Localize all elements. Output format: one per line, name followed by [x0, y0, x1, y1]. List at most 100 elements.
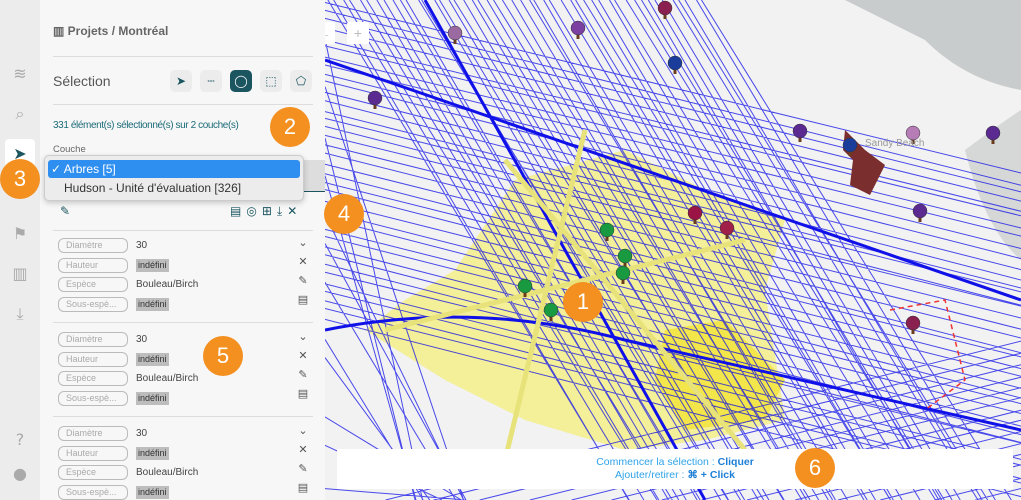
search-icon[interactable]: ⌕ — [15, 104, 25, 123]
tree-icon[interactable] — [905, 125, 921, 144]
breadcrumb[interactable]: ▥ Projets / Montréal — [53, 24, 168, 38]
step-marker-3: 3 — [0, 159, 40, 199]
record-card: Diamètre 30 Hauteur indéfini Espèce Bouleau/B… — [53, 236, 313, 316]
polygon-tool-button[interactable]: ⬠ — [290, 70, 312, 92]
tree-icon[interactable] — [842, 137, 858, 156]
hint-line2: Ajouter/retirer : — [615, 469, 688, 481]
tree-icon[interactable] — [792, 123, 808, 142]
layer-select[interactable] — [300, 160, 325, 192]
close-icon[interactable]: ✕ — [287, 204, 303, 218]
icon-rail: ≋ ⌕ ➤ ⚑ ▥ ⤓? ● — [0, 0, 40, 500]
tree-icon[interactable] — [617, 248, 633, 267]
field-value: Bouleau/Birch — [136, 279, 199, 290]
field-label: Espèce — [58, 277, 128, 292]
divider — [53, 416, 313, 417]
field-label: Hauteur — [58, 351, 128, 367]
field-label: Diamètre — [58, 238, 128, 253]
layer-actions: ▤◎⊞⤓✕ — [230, 204, 302, 219]
close-icon[interactable]: ✕ — [298, 443, 308, 456]
tree-icon[interactable] — [667, 55, 683, 74]
field-label: Diamètre — [58, 332, 128, 347]
record-card: Diamètre 30 Hauteur indéfini Espèce Bouleau/B… — [53, 424, 313, 500]
tree-icon[interactable] — [719, 220, 735, 239]
selection-count: 331 élément(s) sélectionné(s) sur 2 couc… — [53, 120, 239, 131]
field-value: 30 — [136, 240, 148, 251]
step-marker-5: 5 — [203, 336, 243, 376]
edit-icon[interactable]: ✎ — [298, 462, 308, 475]
chevron-down-icon[interactable]: ⌄ — [298, 424, 308, 437]
layer-option-arbres[interactable]: ✓ Arbres [5] — [48, 160, 300, 178]
tree-icon[interactable] — [657, 0, 673, 19]
hint-action2: ⌘ + Click — [687, 469, 735, 481]
hint-line1: Commencer la sélection : — [596, 456, 718, 468]
selection-hint: Commencer la sélection : Cliquer Ajouter… — [337, 449, 1013, 489]
side-panel: ▥ Projets / Montréal Sélection ➤ ┄ ◯ ⬚ ⬠… — [40, 0, 325, 500]
layers-icon[interactable]: ≋ — [13, 64, 27, 83]
edit-icon[interactable]: ✎ — [298, 274, 308, 287]
tree-icon[interactable] — [687, 205, 703, 224]
tree-icon[interactable] — [905, 315, 921, 334]
download-icon[interactable]: ⤓ — [276, 204, 288, 218]
chevron-down-icon[interactable]: ⌄ — [298, 236, 308, 249]
tree-icon[interactable] — [570, 20, 586, 39]
field-value: Bouleau/Birch — [136, 467, 199, 478]
document-icon[interactable]: ▤ — [230, 204, 247, 218]
user-icon[interactable]: ● — [13, 464, 27, 483]
tree-icon[interactable] — [615, 265, 631, 284]
field-value: indéfini — [136, 391, 169, 405]
field-value: indéfini — [136, 297, 169, 311]
edit-icon[interactable]: ✎ — [298, 368, 308, 381]
layer-option-hudson[interactable]: Hudson - Unité d'évaluation [326] — [64, 181, 242, 195]
line-tool-button[interactable]: ┄ — [200, 70, 222, 92]
divider — [53, 230, 313, 231]
field-label: Espèce — [58, 371, 128, 386]
main-road — [325, 0, 1021, 500]
map-icon[interactable]: ▥ — [12, 264, 28, 283]
field-label: Sous-espè... — [58, 296, 128, 312]
water — [845, 0, 1021, 90]
map-label: Sandy Beach — [865, 138, 925, 149]
field-value: indéfini — [136, 258, 169, 272]
tree-icon[interactable] — [367, 90, 383, 109]
tree-icon[interactable] — [447, 25, 463, 44]
document-icon[interactable]: ▤ — [297, 293, 309, 306]
field-value: 30 — [136, 334, 148, 345]
back-arrow-button[interactable]: ← — [325, 22, 335, 44]
chevron-down-icon[interactable]: ⌄ — [298, 330, 308, 343]
pointer-tool-button[interactable]: ➤ — [170, 70, 192, 92]
tree-icon[interactable] — [985, 125, 1001, 144]
document-icon[interactable]: ▤ — [297, 481, 309, 494]
close-icon[interactable]: ✕ — [298, 255, 308, 268]
tree-icon[interactable] — [543, 302, 559, 321]
document-icon[interactable]: ▤ — [297, 387, 309, 400]
hint-action1: Cliquer — [717, 456, 754, 468]
field-label: Hauteur — [58, 257, 128, 273]
tree-icon[interactable] — [912, 203, 928, 222]
tree-icon[interactable] — [599, 222, 615, 241]
field-value: Bouleau/Birch — [136, 373, 199, 384]
field-value: indéfini — [136, 352, 169, 366]
boundary-line — [889, 299, 966, 411]
field-label: Espèce — [58, 465, 128, 480]
divider — [53, 56, 313, 57]
step-marker-4: 4 — [324, 194, 364, 234]
target-icon[interactable]: ◎ — [246, 204, 262, 218]
map-icon: ▥ — [53, 24, 68, 38]
table-icon[interactable]: ⊞ — [261, 204, 277, 218]
flag-icon[interactable]: ⚑ — [12, 224, 28, 243]
rectangle-tool-button[interactable]: ⬚ — [260, 70, 282, 92]
edit-icon[interactable]: ✎ — [60, 204, 71, 218]
download-icon[interactable]: ⤓ — [16, 304, 24, 323]
field-label: Hauteur — [58, 445, 128, 461]
divider — [53, 104, 313, 105]
close-icon[interactable]: ✕ — [298, 349, 308, 362]
circle-tool-button[interactable]: ◯ — [230, 70, 252, 92]
layer-dropdown[interactable]: ✓ Arbres [5] Hudson - Unité d'évaluation… — [44, 155, 304, 201]
field-value: indéfini — [136, 446, 169, 460]
step-marker-1: 1 — [563, 282, 603, 322]
field-label: Sous-espè... — [58, 484, 128, 500]
map-canvas[interactable]: ← + Sandy Beach — [325, 0, 1021, 500]
zoom-in-button[interactable]: + — [347, 22, 369, 44]
tree-icon[interactable] — [517, 278, 533, 297]
help-icon[interactable]: ? — [15, 430, 25, 449]
